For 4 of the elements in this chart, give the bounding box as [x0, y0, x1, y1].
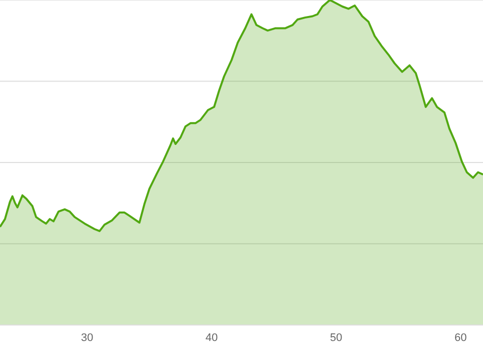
x-tick-label: 30: [81, 332, 94, 344]
x-tick-label: 50: [330, 332, 342, 344]
x-tick-label: 60: [454, 332, 467, 344]
x-tick-label: 40: [206, 332, 218, 344]
